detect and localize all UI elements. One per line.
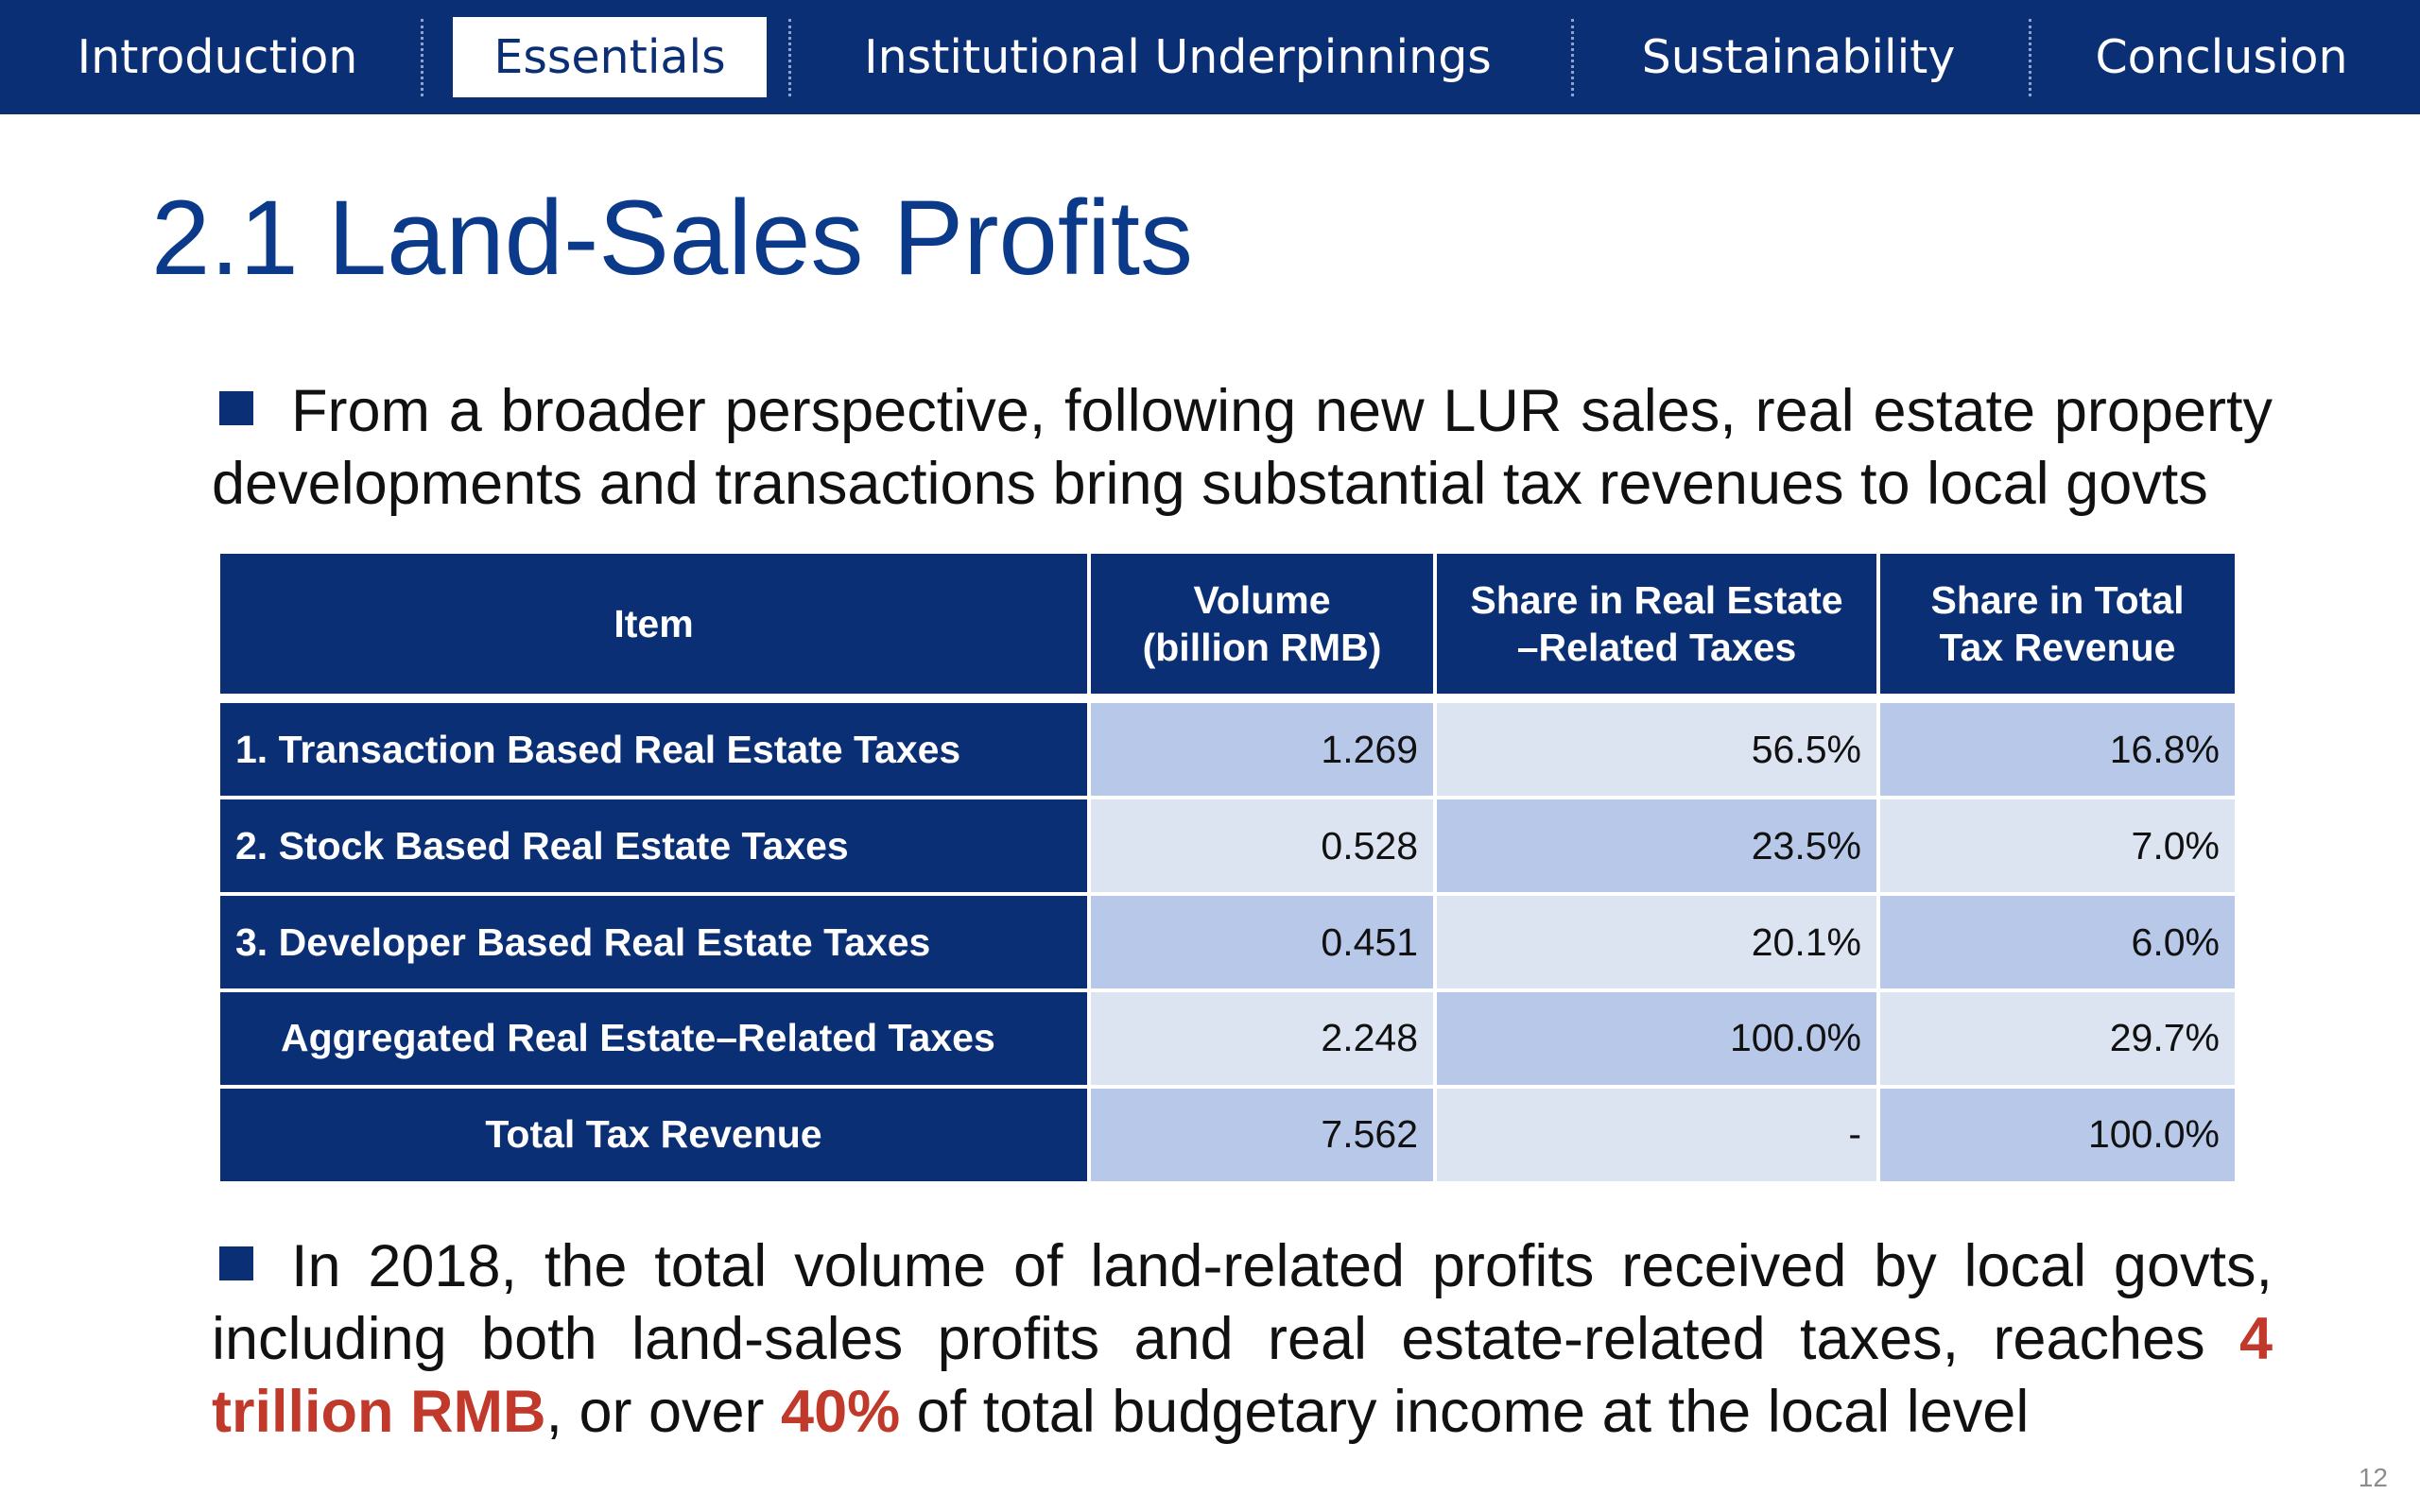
table-row: 1. Transaction Based Real Estate Taxes 1… xyxy=(216,696,2238,800)
nav-separator xyxy=(1571,19,1574,96)
table-row: 3. Developer Based Real Estate Taxes 0.4… xyxy=(216,892,2238,992)
nav-separator xyxy=(788,19,791,96)
header-volume-line1: Volume xyxy=(1193,578,1331,622)
row-item: 2. Stock Based Real Estate Taxes xyxy=(216,796,1091,897)
row-volume: 7.562 xyxy=(1087,1084,1437,1186)
row-share-total: 100.0% xyxy=(1876,1084,2238,1186)
bullet-2-text-part3: of total budgetary income at the local l… xyxy=(900,1379,2030,1445)
table-row: 2. Stock Based Real Estate Taxes 0.528 2… xyxy=(216,796,2238,897)
row-share-total: 7.0% xyxy=(1876,796,2238,897)
bullet-2-text-part2: , or over xyxy=(545,1379,782,1445)
square-bullet-icon xyxy=(219,391,253,425)
row-volume: 2.248 xyxy=(1087,988,1437,1089)
row-share-re: 23.5% xyxy=(1433,796,1880,897)
nav-tab-institutional-underpinnings[interactable]: Institutional Underpinnings xyxy=(864,30,1492,84)
header-share-total: Share in Total Tax Revenue xyxy=(1876,550,2238,703)
nav-tab-introduction[interactable]: Introduction xyxy=(77,30,358,84)
header-share-total-line2: Tax Revenue xyxy=(1939,626,2176,669)
row-share-total: 29.7% xyxy=(1876,988,2238,1089)
nav-tab-sustainability[interactable]: Sustainability xyxy=(1641,30,1956,84)
nav-tab-essentials[interactable]: Essentials xyxy=(453,17,767,97)
tax-revenue-table: Item Volume (billion RMB) Share in Real … xyxy=(216,550,2238,1186)
square-bullet-icon xyxy=(219,1246,253,1280)
table-row: Aggregated Real Estate–Related Taxes 2.2… xyxy=(216,988,2238,1089)
bullet-point-1: From a broader perspective, following ne… xyxy=(212,375,2273,521)
header-share-re-line2: –Related Taxes xyxy=(1516,626,1797,669)
highlight-40-percent: 40% xyxy=(781,1379,901,1445)
nav-separator xyxy=(421,19,424,96)
row-volume: 0.528 xyxy=(1087,796,1437,897)
bullet-2-text-part1: In 2018, the total volume of land-relate… xyxy=(212,1233,2273,1372)
row-share-re: - xyxy=(1433,1084,1880,1186)
row-volume: 1.269 xyxy=(1087,696,1437,800)
header-share-total-line1: Share in Total xyxy=(1930,578,2185,622)
row-item: Aggregated Real Estate–Related Taxes xyxy=(216,988,1091,1089)
header-item: Item xyxy=(216,550,1091,703)
row-volume: 0.451 xyxy=(1087,892,1437,992)
row-share-total: 6.0% xyxy=(1876,892,2238,992)
bullet-point-2: In 2018, the total volume of land-relate… xyxy=(212,1230,2273,1449)
highlight-4-trillion: 4 trillion RMB xyxy=(212,1306,2273,1445)
nav-tab-conclusion[interactable]: Conclusion xyxy=(2095,30,2348,84)
bullet-1-text: From a broader perspective, following ne… xyxy=(212,378,2273,517)
slide-title: 2.1 Land-Sales Profits xyxy=(151,179,1193,297)
table-header-row: Item Volume (billion RMB) Share in Real … xyxy=(216,550,2238,703)
row-item: 3. Developer Based Real Estate Taxes xyxy=(216,892,1091,992)
header-share-re-line1: Share in Real Estate xyxy=(1470,578,1843,622)
row-share-re: 100.0% xyxy=(1433,988,1880,1089)
nav-separator xyxy=(2029,19,2031,96)
row-share-re: 20.1% xyxy=(1433,892,1880,992)
table-row: Total Tax Revenue 7.562 - 100.0% xyxy=(216,1084,2238,1186)
row-share-total: 16.8% xyxy=(1876,696,2238,800)
row-item: Total Tax Revenue xyxy=(216,1084,1091,1186)
row-item: 1. Transaction Based Real Estate Taxes xyxy=(216,696,1091,800)
page-number: 12 xyxy=(2358,1463,2388,1492)
header-share-real-estate: Share in Real Estate –Related Taxes xyxy=(1433,550,1880,703)
header-volume-line2: (billion RMB) xyxy=(1142,626,1382,669)
header-volume: Volume (billion RMB) xyxy=(1087,550,1437,703)
row-share-re: 56.5% xyxy=(1433,696,1880,800)
top-navigation-bar: Introduction Essentials Institutional Un… xyxy=(0,0,2420,114)
